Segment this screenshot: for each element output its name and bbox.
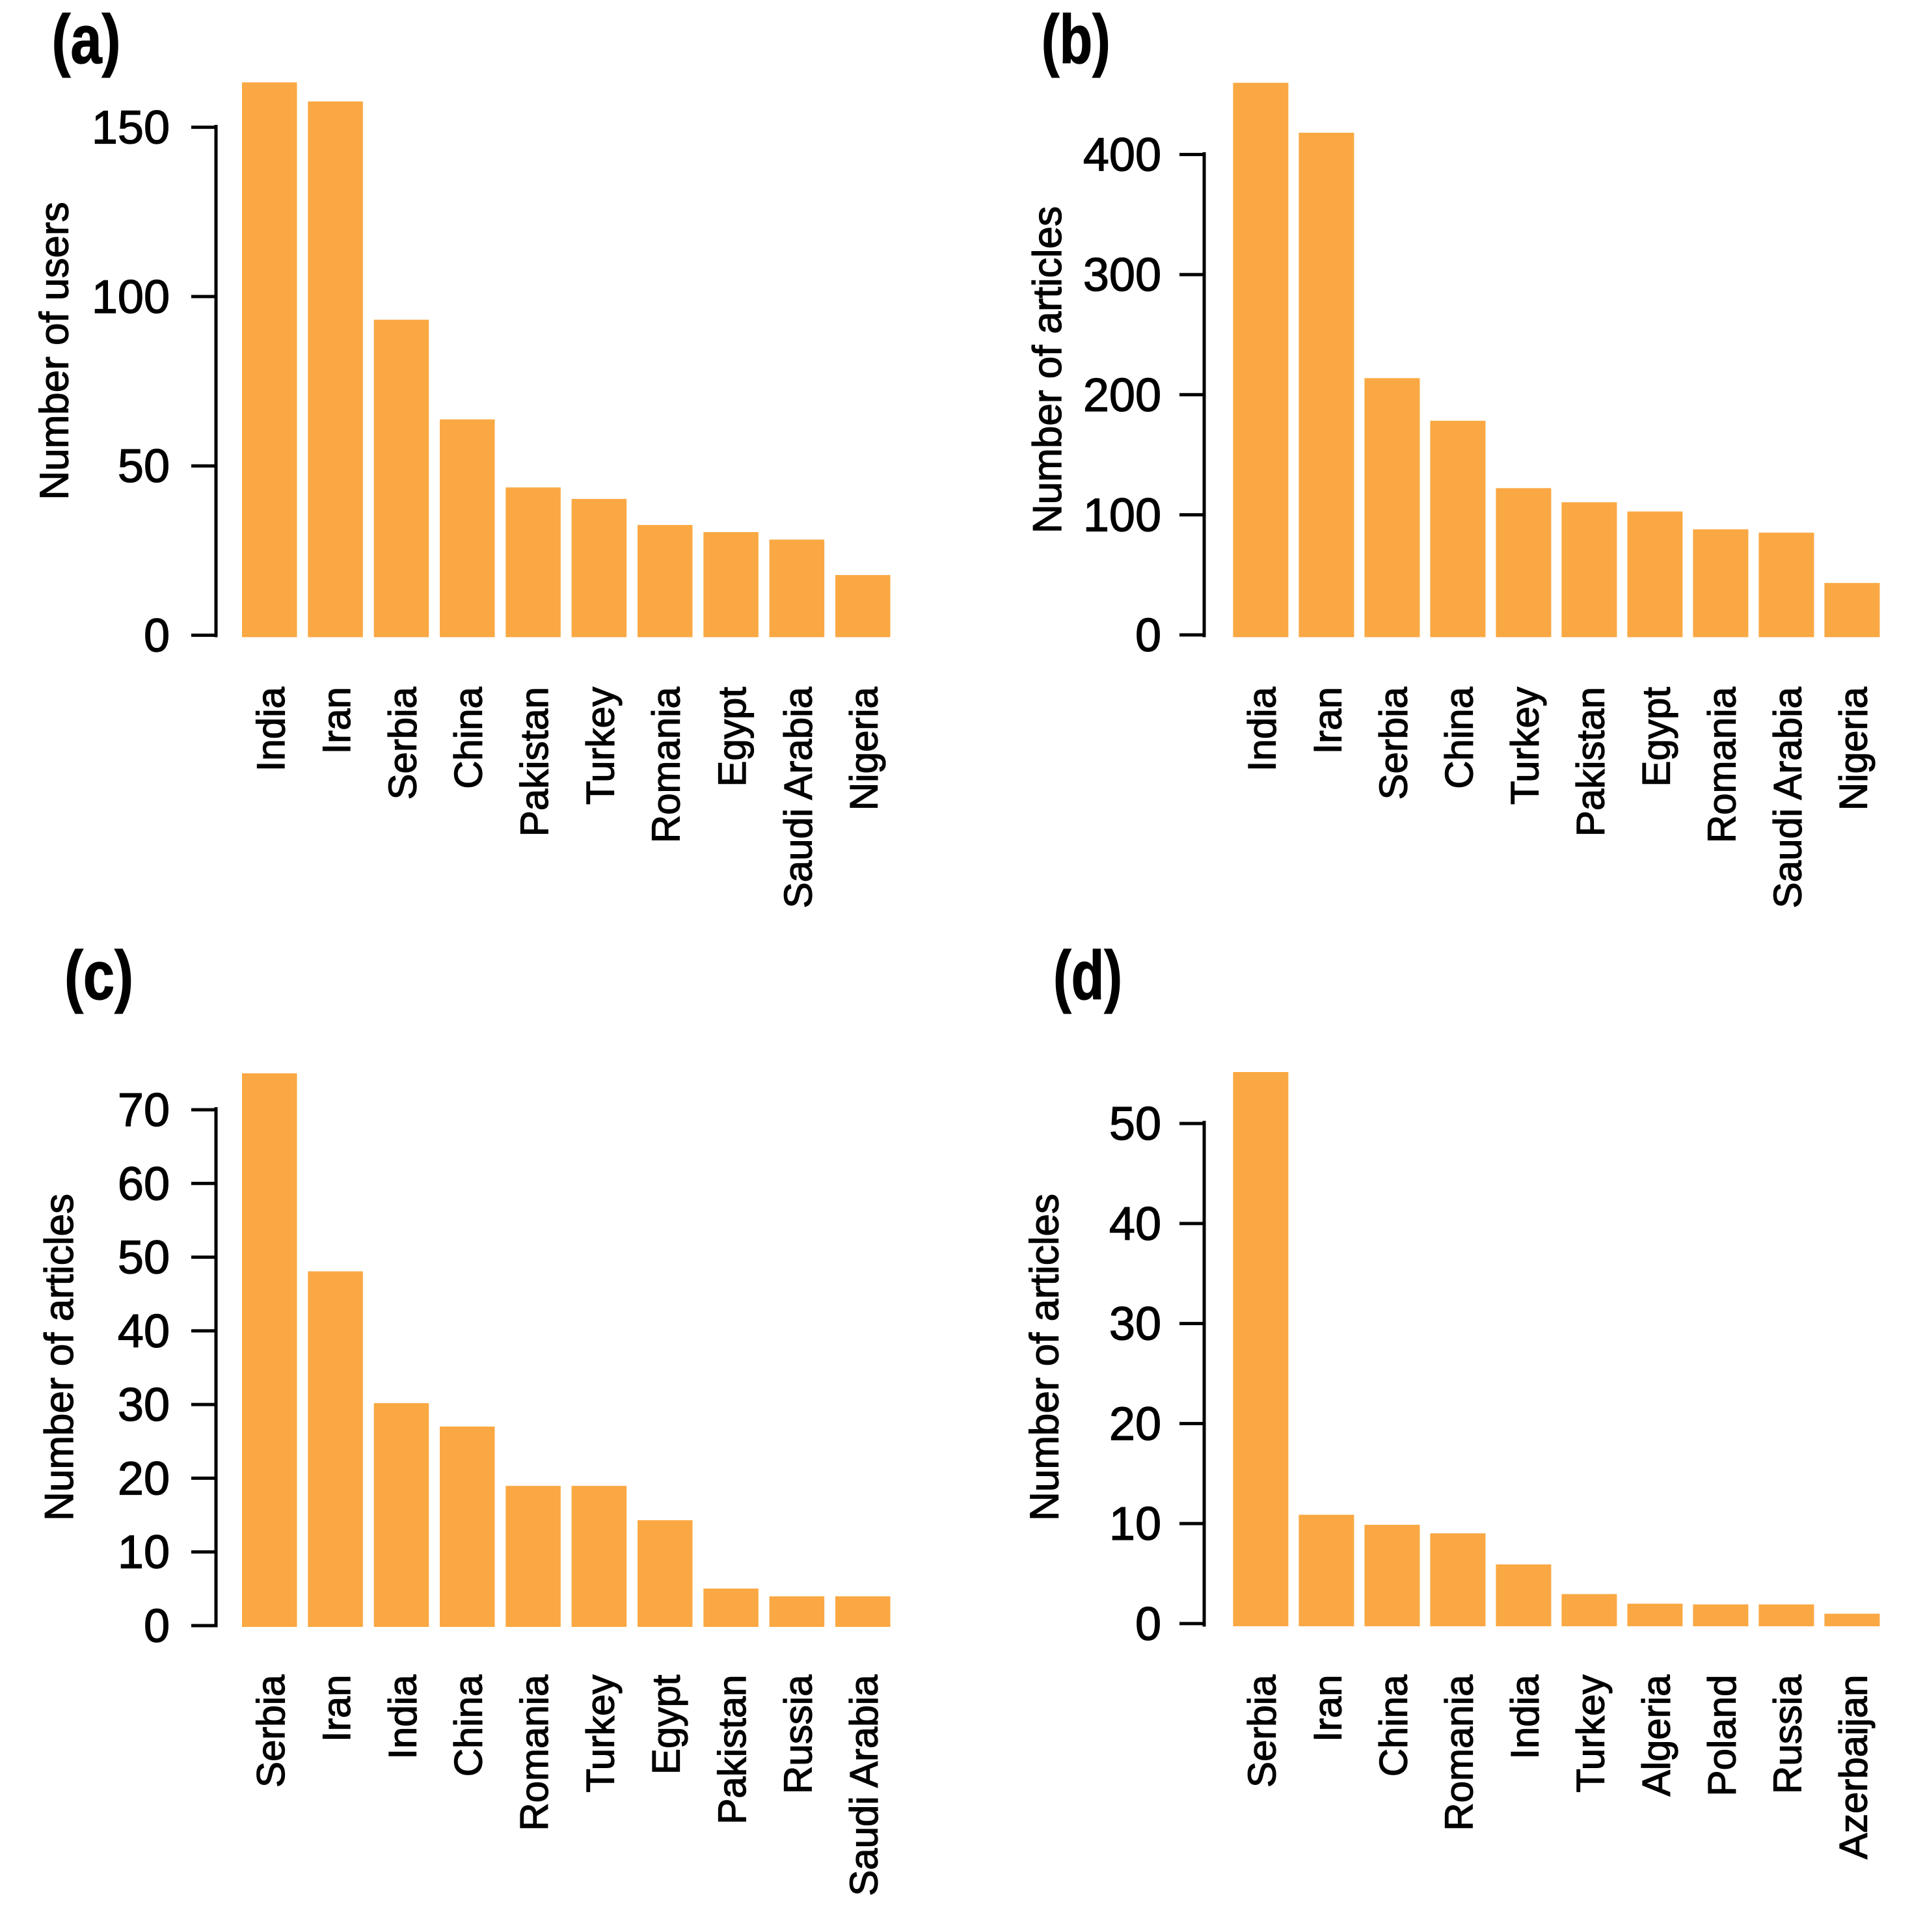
svg-text:Nigeria: Nigeria [1831,686,1875,811]
svg-text:(d): (d) [1053,937,1122,1014]
svg-text:Iran: Iran [315,687,358,754]
svg-text:40: 40 [1109,1198,1161,1250]
svg-text:Egypt: Egypt [1634,687,1678,787]
svg-text:Number of users: Number of users [33,202,77,500]
svg-text:(a): (a) [52,1,121,78]
svg-text:50: 50 [118,1232,170,1284]
svg-text:(c): (c) [64,937,133,1014]
svg-text:Number of articles: Number of articles [37,1194,82,1521]
svg-text:Russia: Russia [776,1674,820,1794]
svg-text:Turkey: Turkey [578,1675,622,1793]
svg-text:0: 0 [144,1600,170,1652]
svg-text:40: 40 [118,1306,170,1358]
svg-text:Serbia: Serbia [249,1674,293,1788]
svg-text:20: 20 [118,1453,170,1505]
svg-text:Algeria: Algeria [1634,1674,1678,1796]
svg-text:Romania: Romania [645,686,688,843]
svg-text:10: 10 [1109,1498,1161,1550]
svg-text:China: China [1437,686,1481,788]
svg-text:China: China [1371,1674,1415,1777]
svg-text:Pakistan: Pakistan [710,1675,754,1825]
svg-text:Turkey: Turkey [1569,1675,1612,1793]
svg-text:Pakistan: Pakistan [1569,687,1612,837]
svg-text:China: China [447,1674,491,1777]
svg-text:India: India [1503,1674,1546,1760]
svg-text:Serbia: Serbia [1240,1674,1284,1788]
svg-text:30: 30 [1109,1298,1161,1350]
svg-text:Egypt: Egypt [645,1674,688,1775]
svg-text:Iran: Iran [315,1675,358,1742]
svg-text:60: 60 [118,1158,170,1210]
svg-text:Russia: Russia [1766,1674,1809,1794]
svg-text:Saudi Arabia: Saudi Arabia [842,1674,886,1896]
svg-text:0: 0 [1135,610,1161,662]
svg-text:400: 400 [1083,129,1161,181]
svg-text:Turkey: Turkey [578,687,622,805]
svg-text:50: 50 [118,440,170,492]
svg-text:Saudi Arabia: Saudi Arabia [1766,686,1809,908]
svg-text:Serbia: Serbia [381,686,424,799]
svg-text:50: 50 [1109,1098,1161,1150]
svg-text:Number of articles: Number of articles [1023,1194,1068,1521]
svg-text:Iran: Iran [1306,687,1349,754]
svg-text:20: 20 [1109,1398,1161,1450]
svg-text:Romania: Romania [1700,686,1744,843]
svg-text:Saudi Arabia: Saudi Arabia [776,686,820,908]
svg-text:India: India [249,686,293,771]
svg-text:Turkey: Turkey [1503,687,1546,805]
svg-text:100: 100 [92,271,170,323]
svg-text:100: 100 [1083,489,1161,541]
svg-text:70: 70 [118,1084,170,1136]
svg-text:Nigeria: Nigeria [842,686,886,811]
svg-text:(b): (b) [1042,1,1111,78]
svg-text:Number of articles: Number of articles [1025,206,1070,533]
svg-text:Poland: Poland [1700,1675,1744,1797]
svg-text:150: 150 [92,102,170,154]
svg-text:Pakistan: Pakistan [513,687,556,837]
svg-text:10: 10 [118,1527,170,1579]
svg-text:India: India [381,1674,424,1760]
svg-text:India: India [1240,686,1284,771]
svg-text:Romania: Romania [1437,1674,1481,1831]
svg-text:Egypt: Egypt [710,687,754,787]
svg-text:Romania: Romania [513,1674,556,1831]
svg-text:0: 0 [1135,1598,1161,1650]
svg-text:Azerbaijan: Azerbaijan [1831,1675,1875,1860]
svg-text:300: 300 [1083,249,1161,301]
svg-text:200: 200 [1083,369,1161,422]
svg-text:Iran: Iran [1306,1675,1349,1742]
svg-text:Serbia: Serbia [1371,686,1415,799]
svg-text:30: 30 [118,1379,170,1431]
svg-text:0: 0 [144,610,170,662]
svg-text:China: China [447,686,491,788]
